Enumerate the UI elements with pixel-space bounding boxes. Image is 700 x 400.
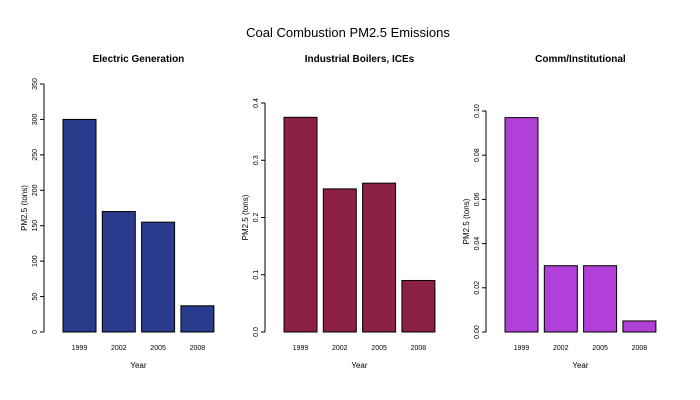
bar	[101, 211, 136, 333]
x-axis-label: Year	[351, 361, 368, 370]
bar	[322, 188, 357, 333]
y-tick-label: 0.4	[253, 98, 260, 108]
y-tick-label: 0.1	[253, 270, 260, 280]
y-axis-label: PM2.5 (tons)	[241, 194, 250, 240]
x-tick-label: 2008	[411, 345, 427, 352]
x-axis-label: Year	[130, 361, 147, 370]
x-tick-label: 1999	[293, 345, 309, 352]
panel-title: Comm/Institutional	[535, 54, 626, 65]
y-tick-label: 0.06	[474, 192, 481, 206]
chart-panel-electric-generation: Electric Generation Year PM2.5 (tons) 0 5…	[20, 54, 215, 370]
y-tick-label: 300	[32, 113, 39, 125]
y-tick-label: 0.00	[474, 325, 481, 339]
x-tick-label: 2005	[150, 345, 166, 352]
y-tick-label: 0	[32, 330, 39, 334]
x-tick-label: 2008	[632, 345, 648, 352]
x-tick-label: 2002	[111, 345, 127, 352]
y-tick-label: 100	[32, 255, 39, 267]
bar	[622, 320, 657, 333]
y-tick-label: 0.3	[253, 155, 260, 165]
y-tick-label: 250	[32, 149, 39, 161]
bar	[583, 265, 618, 333]
bar	[362, 182, 397, 333]
y-tick-label: 0.0	[253, 327, 260, 337]
y-tick-label: 50	[32, 293, 39, 301]
x-tick-label: 2005	[371, 345, 387, 352]
panel-title: Industrial Boilers, ICEs	[305, 54, 415, 65]
y-axis-label: PM2.5 (tons)	[462, 198, 471, 244]
x-tick-label: 2005	[592, 345, 608, 352]
y-tick-label: 350	[32, 78, 39, 90]
y-tick-label: 0.04	[474, 237, 481, 251]
x-tick-label: 2002	[553, 345, 569, 352]
panel-title: Electric Generation	[93, 54, 185, 65]
bar	[141, 221, 176, 333]
x-tick-label: 1999	[72, 345, 88, 352]
y-tick-label: 0.08	[474, 148, 481, 162]
chart-panel-industrial-boilers: Industrial Boilers, ICEs Year PM2.5 (ton…	[241, 54, 436, 370]
y-tick-label: 0.10	[474, 104, 481, 118]
bar	[180, 305, 215, 333]
bar	[543, 265, 578, 333]
y-tick-label: 0.02	[474, 281, 481, 295]
bar	[283, 116, 318, 333]
chart-title: Coal Combustion PM2.5 Emissions	[246, 25, 450, 40]
y-tick-label: 200	[32, 184, 39, 196]
x-tick-label: 2008	[190, 345, 206, 352]
bar	[401, 279, 436, 333]
bar	[504, 117, 539, 333]
x-tick-label: 1999	[514, 345, 530, 352]
chart-panel-comm-institutional: Comm/Institutional Year PM2.5 (tons) 0.0…	[462, 54, 657, 370]
y-tick-label: 0.2	[253, 213, 260, 223]
y-axis-label: PM2.5 (tons)	[20, 185, 29, 231]
bar	[62, 118, 97, 333]
x-tick-label: 2002	[332, 345, 348, 352]
y-tick-label: 150	[32, 220, 39, 232]
x-axis-label: Year	[572, 361, 589, 370]
